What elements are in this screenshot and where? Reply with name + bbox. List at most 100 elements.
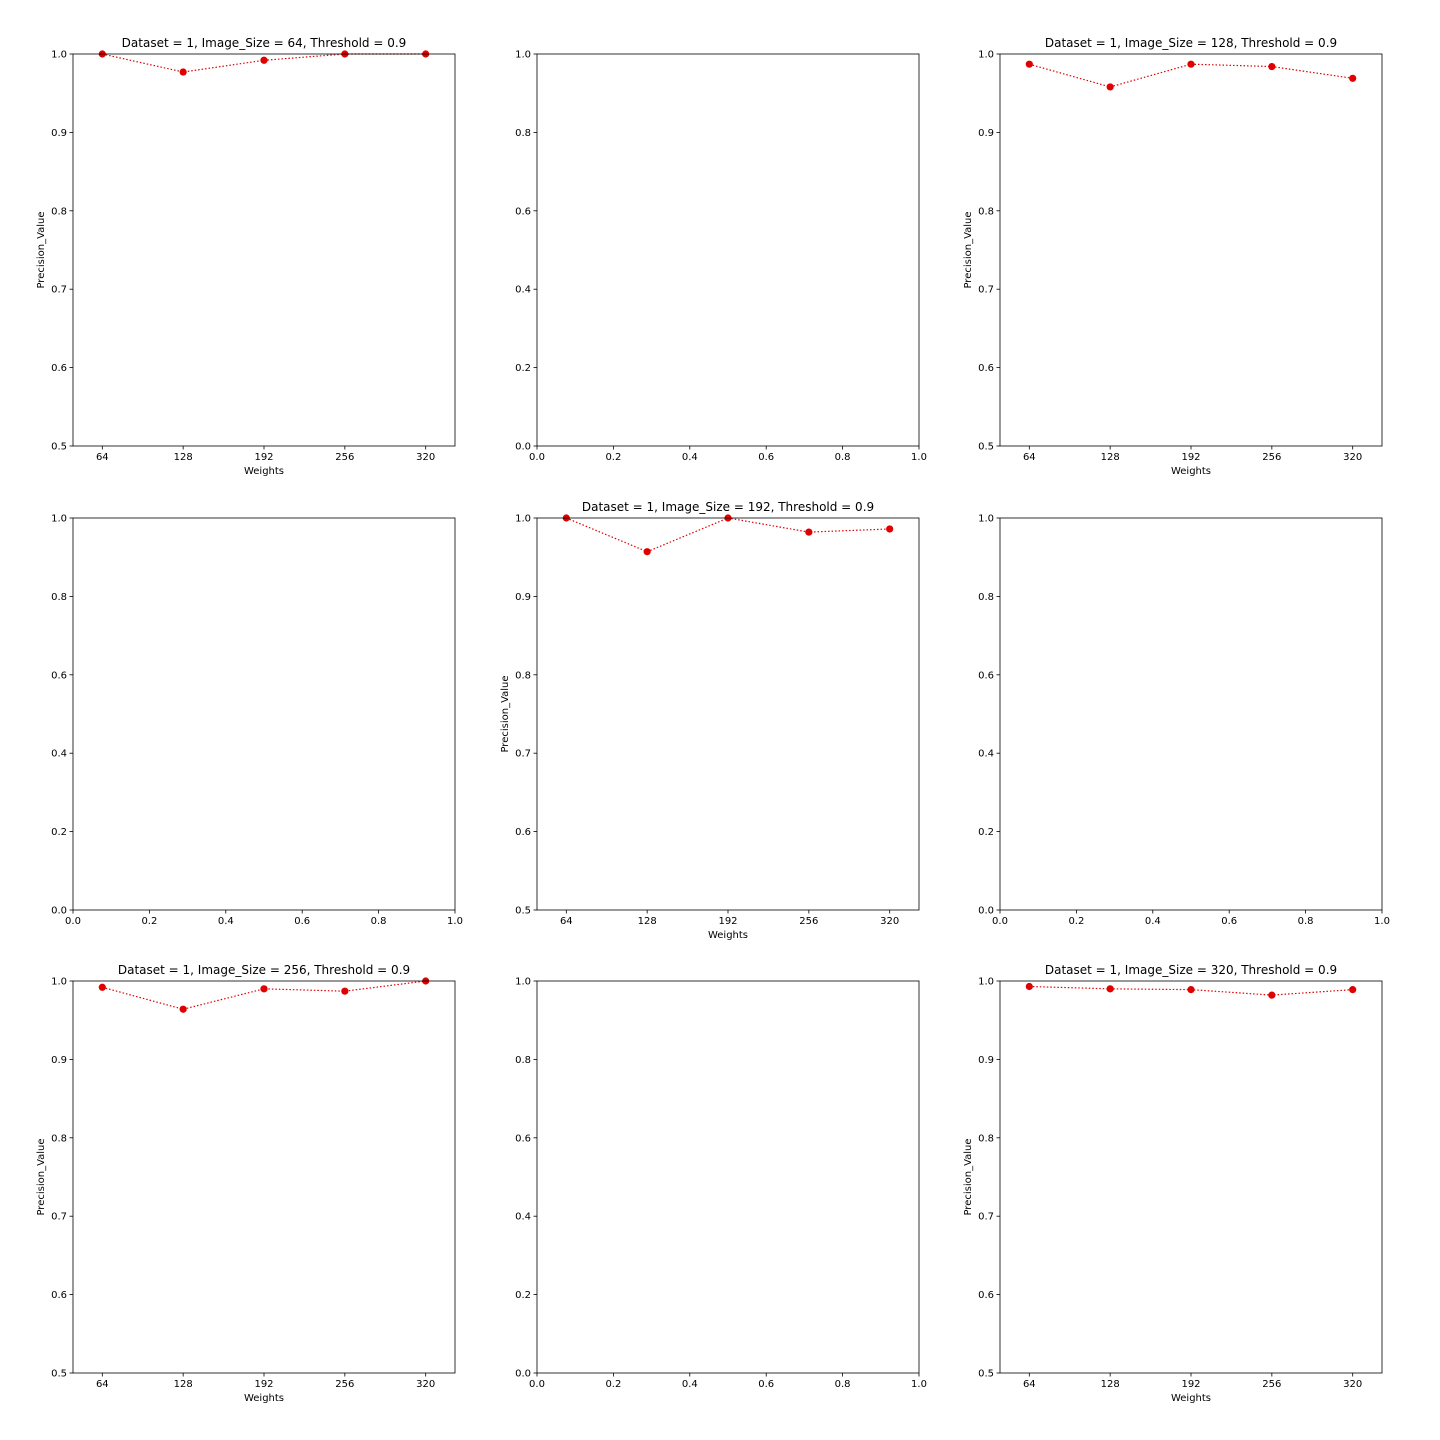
data-point bbox=[179, 1005, 187, 1013]
y-axis-label: Precision_Value bbox=[963, 1138, 974, 1215]
x-axis-label: Weights bbox=[244, 1393, 284, 1404]
y-axis-label: Precision_Value bbox=[36, 211, 47, 288]
y-tick-label: 1.0 bbox=[515, 50, 531, 61]
y-tick-label: 0.4 bbox=[978, 749, 994, 760]
y-tick-label: 0.7 bbox=[978, 1212, 994, 1223]
x-tick-label: 320 bbox=[416, 452, 435, 463]
x-tick-label: 192 bbox=[1181, 1379, 1200, 1390]
y-tick-label: 0.5 bbox=[515, 906, 531, 917]
y-tick-label: 0.2 bbox=[515, 363, 531, 374]
y-axis-label: Precision_Value bbox=[500, 675, 511, 752]
y-tick-label: 0.8 bbox=[51, 206, 67, 217]
subplot-title: Dataset = 1, Image_Size = 256, Threshold… bbox=[118, 963, 410, 977]
subplot-9: 0.5 0.6 0.7 0.8 0.9 1.0 64 128 192 256 320 Dataset … bbox=[963, 963, 1383, 1404]
y-tick-label: 0.9 bbox=[978, 128, 994, 139]
x-tick-label: 0.0 bbox=[529, 1379, 545, 1390]
data-point bbox=[98, 983, 106, 991]
subplot-8: 0.0 0.2 0.4 0.6 0.8 1.0 0.0 0.2 0.4 0.6 0.8 1.0 bbox=[515, 977, 927, 1391]
y-tick-label: 0.6 bbox=[515, 1133, 531, 1144]
x-tick-label: 64 bbox=[560, 916, 573, 927]
x-tick-label: 128 bbox=[1101, 1379, 1120, 1390]
y-tick-label: 1.0 bbox=[978, 977, 994, 988]
plot-frame bbox=[999, 980, 1383, 1374]
plot-frame bbox=[536, 53, 920, 447]
subplot-4: 0.0 0.2 0.4 0.6 0.8 1.0 0.0 0.2 0.4 0.6 0.8 1.0 bbox=[51, 514, 463, 928]
data-point bbox=[1106, 83, 1114, 91]
x-tick-label: 1.0 bbox=[1374, 916, 1390, 927]
data-point bbox=[886, 525, 894, 533]
y-tick-label: 0.9 bbox=[515, 592, 531, 603]
data-point bbox=[1187, 986, 1195, 994]
x-tick-label: 64 bbox=[96, 1379, 109, 1390]
x-tick-label: 0.2 bbox=[605, 452, 621, 463]
data-point bbox=[1187, 60, 1195, 68]
x-tick-label: 64 bbox=[1023, 1379, 1036, 1390]
subplot-7: 0.5 0.6 0.7 0.8 0.9 1.0 64 128 192 256 320 Dataset … bbox=[36, 963, 456, 1404]
y-tick-label: 0.6 bbox=[51, 670, 67, 681]
x-tick-label: 128 bbox=[638, 916, 657, 927]
x-tick-label: 0.4 bbox=[218, 916, 234, 927]
y-tick-label: 0.6 bbox=[51, 363, 67, 374]
x-tick-label: 0.6 bbox=[758, 452, 774, 463]
data-point bbox=[643, 548, 651, 556]
y-tick-label: 0.2 bbox=[515, 1290, 531, 1301]
data-point bbox=[179, 68, 187, 76]
y-tick-label: 0.6 bbox=[51, 1290, 67, 1301]
plot-frame bbox=[999, 517, 1383, 911]
y-tick-label: 1.0 bbox=[978, 514, 994, 525]
y-tick-label: 0.8 bbox=[515, 1055, 531, 1066]
subplot-title: Dataset = 1, Image_Size = 192, Threshold… bbox=[582, 500, 874, 514]
y-tick-label: 0.5 bbox=[51, 1369, 67, 1380]
subplot-3: 0.5 0.6 0.7 0.8 0.9 1.0 64 128 192 256 320 Dataset … bbox=[963, 36, 1383, 477]
x-tick-label: 0.2 bbox=[605, 1379, 621, 1390]
y-tick-label: 0.0 bbox=[515, 442, 531, 453]
x-tick-label: 128 bbox=[174, 1379, 193, 1390]
y-tick-label: 1.0 bbox=[515, 977, 531, 988]
y-axis-label: Precision_Value bbox=[963, 211, 974, 288]
subplot-title: Dataset = 1, Image_Size = 128, Threshold… bbox=[1045, 36, 1337, 50]
x-tick-label: 192 bbox=[1181, 452, 1200, 463]
y-tick-label: 0.5 bbox=[978, 1369, 994, 1380]
y-tick-label: 0.9 bbox=[51, 128, 67, 139]
y-tick-label: 0.2 bbox=[978, 827, 994, 838]
x-tick-label: 0.6 bbox=[758, 1379, 774, 1390]
x-tick-label: 0.0 bbox=[529, 452, 545, 463]
x-axis-label: Weights bbox=[708, 930, 748, 941]
x-tick-label: 256 bbox=[799, 916, 818, 927]
x-tick-label: 0.0 bbox=[65, 916, 81, 927]
plot-frame bbox=[72, 53, 456, 447]
x-tick-label: 128 bbox=[174, 452, 193, 463]
y-tick-label: 0.8 bbox=[978, 1133, 994, 1144]
data-point bbox=[1106, 985, 1114, 993]
y-tick-label: 0.7 bbox=[51, 285, 67, 296]
x-tick-label: 256 bbox=[335, 1379, 354, 1390]
subplot-6: 0.0 0.2 0.4 0.6 0.8 1.0 0.0 0.2 0.4 0.6 0.8 1.0 bbox=[978, 514, 1390, 928]
x-tick-label: 128 bbox=[1101, 452, 1120, 463]
y-tick-label: 0.8 bbox=[51, 592, 67, 603]
data-point bbox=[805, 528, 813, 536]
subplot-1: 0.5 0.6 0.7 0.8 0.9 1.0 64 128 192 256 320 Dataset … bbox=[36, 36, 456, 477]
data-point bbox=[260, 56, 268, 64]
data-point bbox=[1268, 62, 1276, 71]
x-tick-label: 0.6 bbox=[1221, 916, 1237, 927]
y-tick-label: 0.9 bbox=[51, 1055, 67, 1066]
x-tick-label: 192 bbox=[254, 452, 273, 463]
x-tick-label: 0.4 bbox=[682, 1379, 698, 1390]
data-point bbox=[1349, 986, 1357, 994]
y-tick-label: 0.6 bbox=[978, 363, 994, 374]
y-tick-label: 0.9 bbox=[978, 1055, 994, 1066]
x-tick-label: 0.4 bbox=[1145, 916, 1161, 927]
y-tick-label: 0.4 bbox=[515, 285, 531, 296]
y-tick-label: 0.4 bbox=[515, 1212, 531, 1223]
plot-frame bbox=[999, 53, 1383, 447]
subplot-title: Dataset = 1, Image_Size = 320, Threshold… bbox=[1045, 963, 1337, 977]
x-tick-label: 192 bbox=[718, 916, 737, 927]
y-tick-label: 0.8 bbox=[978, 206, 994, 217]
y-tick-label: 0.0 bbox=[978, 906, 994, 917]
y-tick-label: 0.4 bbox=[51, 749, 67, 760]
y-tick-label: 0.2 bbox=[51, 827, 67, 838]
x-tick-label: 0.8 bbox=[1298, 916, 1314, 927]
plot-frame bbox=[72, 980, 456, 1374]
data-point bbox=[1268, 991, 1276, 999]
